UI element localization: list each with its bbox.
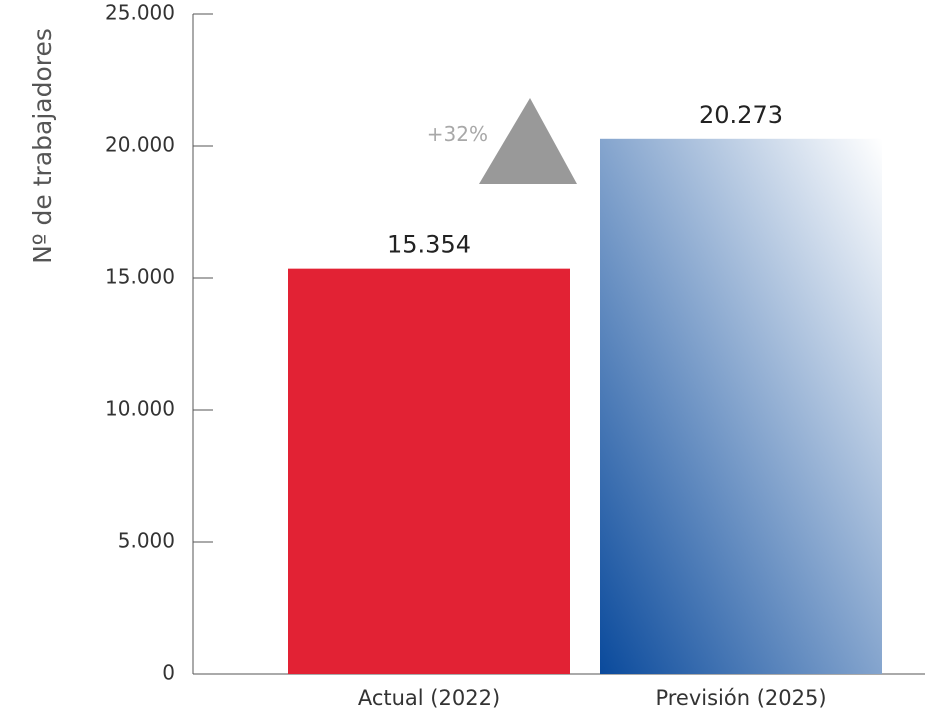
value-label-2: 20.273 [699, 101, 783, 129]
y-tick-label: 5.000 [118, 529, 175, 553]
y-axis-ticks: 0 5.000 10.000 15.000 20.000 25.000 [105, 1, 213, 685]
y-tick-label: 10.000 [105, 397, 175, 421]
bar-1 [288, 268, 570, 674]
y-tick-label: 20.000 [105, 133, 175, 157]
value-label-1: 15.354 [387, 231, 471, 259]
category-label-2: Previsión (2025) [655, 686, 826, 710]
category-labels: Actual (2022) Previsión (2025) [358, 686, 827, 710]
y-tick-label: 0 [162, 661, 175, 685]
y-tick-label: 25.000 [105, 1, 175, 25]
up-triangle-icon [479, 98, 577, 184]
y-axis-label: Nº de trabajadores [28, 28, 57, 264]
bars [288, 138, 882, 675]
category-label-1: Actual (2022) [358, 686, 500, 710]
bar-2 [600, 138, 882, 675]
growth-label: +32% [427, 122, 488, 146]
y-tick-label: 15.000 [105, 265, 175, 289]
value-labels: 15.354 20.273 [387, 101, 783, 259]
